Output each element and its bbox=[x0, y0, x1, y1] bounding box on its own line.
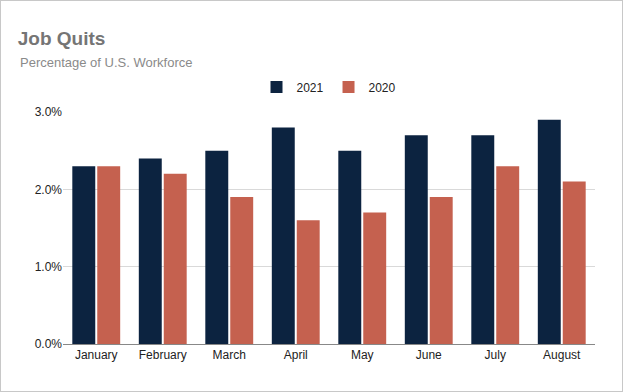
svg-text:1.0%: 1.0% bbox=[35, 260, 63, 274]
svg-text:Percentage of U.S. Workforce: Percentage of U.S. Workforce bbox=[20, 55, 192, 70]
svg-text:June: June bbox=[416, 348, 442, 362]
svg-text:January: January bbox=[75, 348, 118, 362]
svg-text:2.0%: 2.0% bbox=[35, 183, 63, 197]
svg-text:0.0%: 0.0% bbox=[35, 337, 63, 351]
svg-text:2021: 2021 bbox=[297, 81, 324, 95]
svg-text:April: April bbox=[284, 348, 308, 362]
svg-text:Job Quits: Job Quits bbox=[18, 28, 106, 49]
svg-text:August: August bbox=[543, 348, 581, 362]
svg-text:May: May bbox=[351, 348, 374, 362]
svg-text:July: July bbox=[485, 348, 506, 362]
svg-text:February: February bbox=[139, 348, 187, 362]
svg-text:2020: 2020 bbox=[369, 81, 396, 95]
svg-text:March: March bbox=[213, 348, 246, 362]
svg-text:3.0%: 3.0% bbox=[35, 105, 63, 119]
